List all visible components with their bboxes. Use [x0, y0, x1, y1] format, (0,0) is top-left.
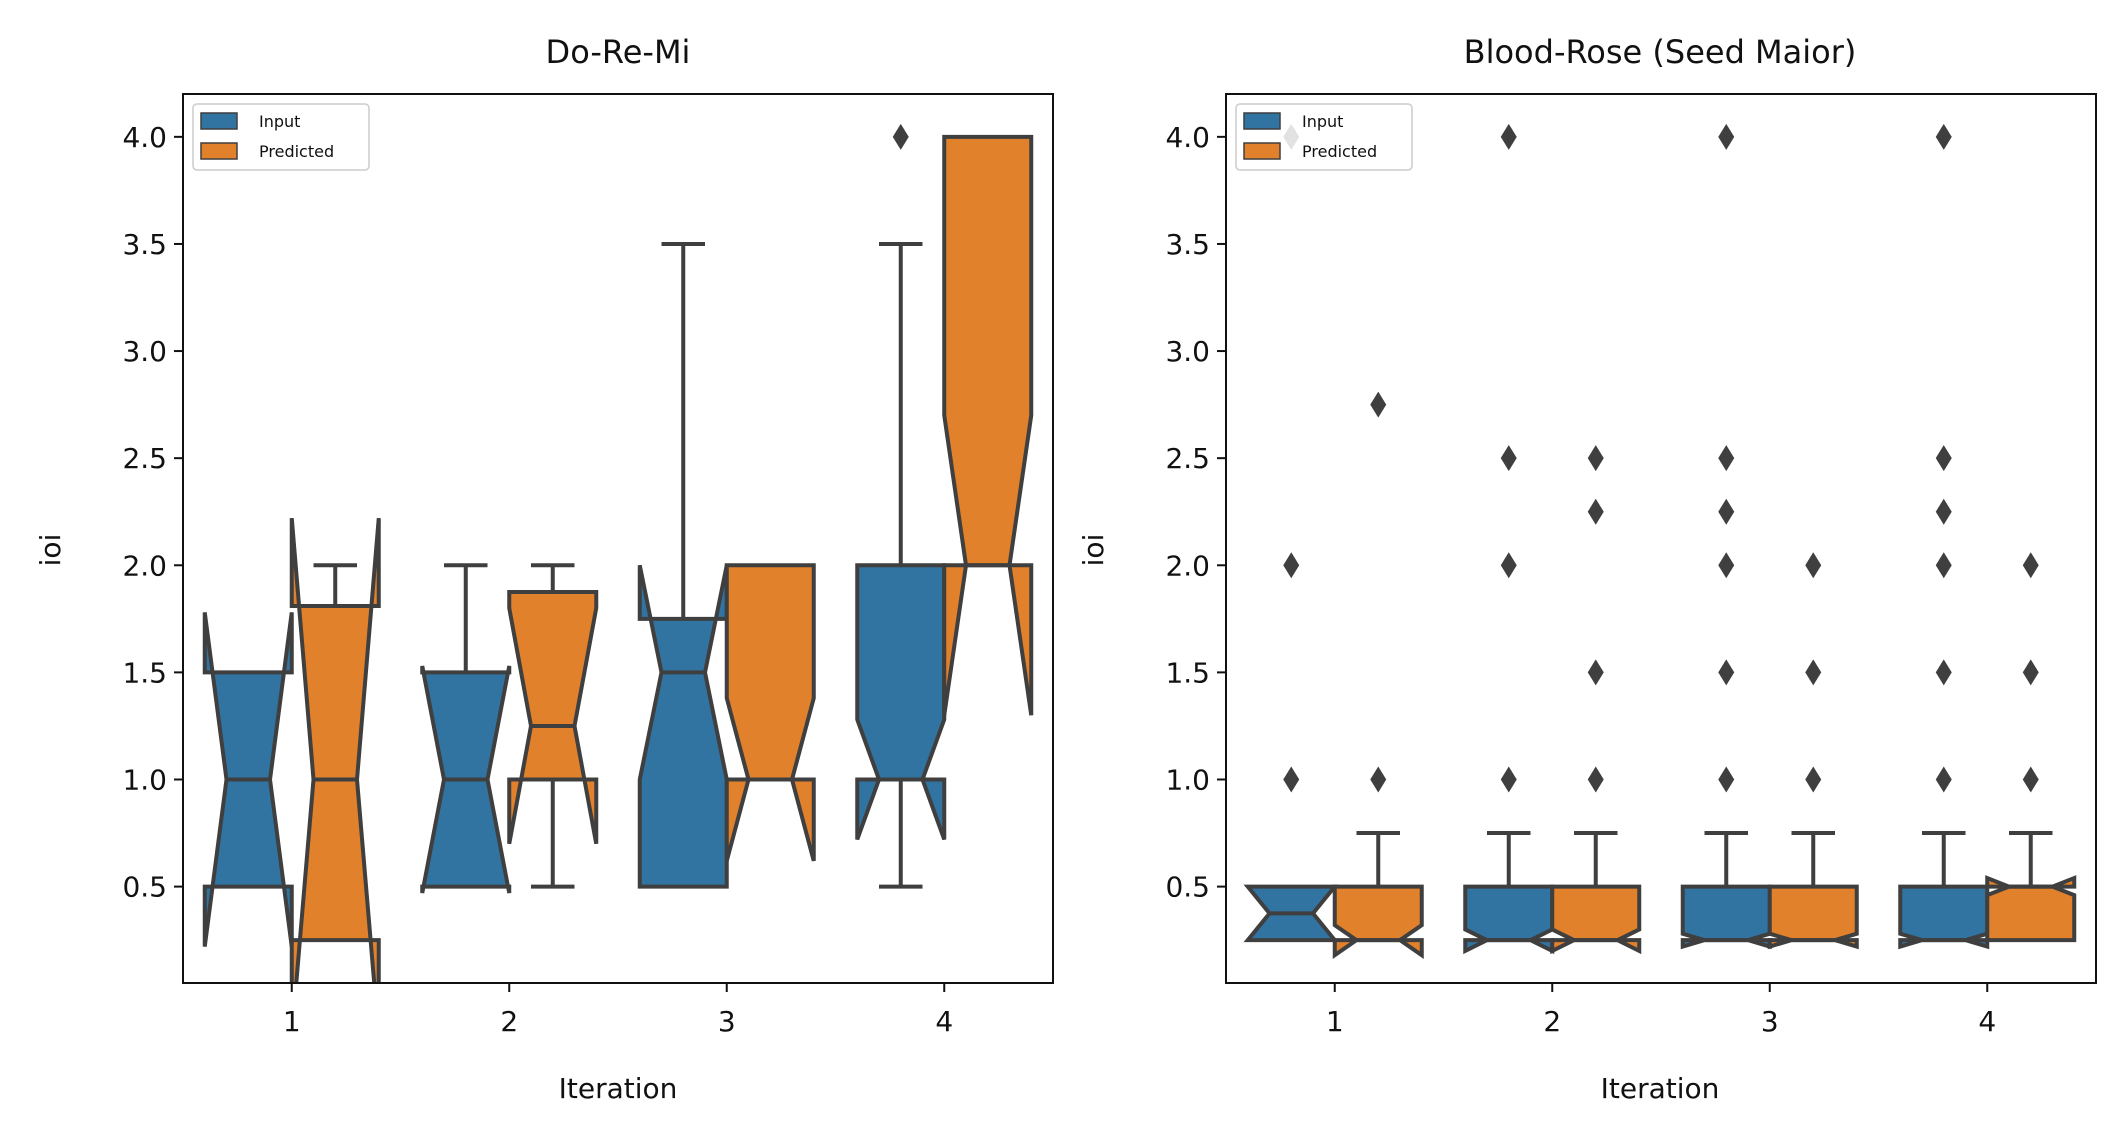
legend: Input Predicted: [192, 103, 370, 171]
y-tick-label: 3.0: [1165, 335, 1210, 368]
outlier-point: [1718, 659, 1735, 686]
tick-layer: 0.5 1.0 1.5 2.0 2.5 3.0 3.5 4.0 1 2 3 4: [1165, 121, 1996, 1038]
y-tick-label: 4.0: [1165, 121, 1210, 154]
outlier-point: [1500, 123, 1517, 150]
box-input: [1898, 884, 1990, 950]
legend-label-predicted: Predicted: [259, 142, 334, 161]
outlier-point: [1935, 659, 1952, 686]
box-layer: [202, 123, 1034, 983]
plot-area: [1243, 123, 2077, 959]
box-input: [1680, 884, 1772, 950]
outlier-point: [2022, 552, 2039, 579]
y-tick-label: 1.0: [122, 763, 167, 796]
outlier-point: [1500, 445, 1517, 472]
y-tick-label: 2.5: [122, 442, 167, 475]
y-tick-label: 3.0: [122, 335, 167, 368]
outlier-point: [1587, 766, 1604, 793]
y-tick-label: 4.0: [122, 121, 167, 154]
legend-swatch-input: [1243, 112, 1281, 130]
outlier-point: [1935, 498, 1952, 525]
x-tick-label: 2: [1543, 1005, 1561, 1038]
outlier-point: [1500, 766, 1517, 793]
outlier-point: [1283, 766, 1300, 793]
y-tick-label: 0.5: [1165, 871, 1210, 904]
plot-area: [202, 123, 1034, 983]
outlier-point: [1935, 766, 1952, 793]
x-tick-label: 1: [283, 1005, 301, 1038]
x-tick-label: 4: [935, 1005, 953, 1038]
x-tick-label: 3: [1761, 1005, 1779, 1038]
outlier-point: [1587, 445, 1604, 472]
box-predicted: [942, 134, 1034, 716]
x-tick-label: 4: [1978, 1005, 1996, 1038]
y-tick-label: 3.5: [122, 228, 167, 261]
y-tick-label: 1.5: [1165, 656, 1210, 689]
box-predicted: [1550, 884, 1642, 955]
y-tick-label: 2.0: [122, 549, 167, 582]
chart-title: Do-Re-Mi: [546, 33, 691, 71]
x-tick-label: 1: [1326, 1005, 1344, 1038]
x-tick-label: 2: [500, 1005, 518, 1038]
y-tick-label: 0.5: [122, 871, 167, 904]
outlier-point: [1718, 123, 1735, 150]
outlier-point: [1805, 552, 1822, 579]
legend: Input Predicted: [1235, 103, 1413, 171]
box-predicted: [507, 590, 599, 845]
box-predicted: [724, 563, 816, 862]
outlier-point: [2022, 659, 2039, 686]
y-tick-label: 1.0: [1165, 763, 1210, 796]
outlier-point: [1370, 766, 1387, 793]
box-predicted: [289, 517, 381, 983]
outlier-point: [1935, 445, 1952, 472]
outlier-point: [1283, 552, 1300, 579]
chart-panel-blood-rose: Blood-Rose (Seed Maior) Iteration ioi 0.…: [1077, 33, 2097, 1105]
outlier-point: [1587, 498, 1604, 525]
legend-label-input: Input: [259, 112, 300, 131]
y-tick-label: 3.5: [1165, 228, 1210, 261]
outlier-point: [1805, 766, 1822, 793]
axes-frame: [182, 93, 1054, 984]
legend-label-input: Input: [1302, 112, 1343, 131]
legend-swatch-input: [200, 112, 238, 130]
box-layer: [1243, 123, 2077, 959]
y-axis-label: ioi: [34, 534, 67, 567]
legend-swatch-predicted: [200, 142, 238, 160]
outlier-point: [1500, 552, 1517, 579]
outlier-point: [892, 123, 909, 150]
outlier-point: [1718, 766, 1735, 793]
outlier-point: [1587, 659, 1604, 686]
chart-title: Blood-Rose (Seed Maior): [1464, 33, 1857, 71]
x-axis-label: Iteration: [559, 1072, 678, 1105]
outlier-point: [1935, 123, 1952, 150]
legend-swatch-predicted: [1243, 142, 1281, 160]
tick-layer: 0.5 1.0 1.5 2.0 2.5 3.0 3.5 4.0 1 2 3 4: [122, 121, 953, 1038]
outlier-point: [1718, 445, 1735, 472]
box-predicted: [1985, 875, 2077, 943]
outlier-point: [1805, 659, 1822, 686]
outlier-point: [1370, 391, 1387, 418]
outlier-point: [1718, 552, 1735, 579]
y-tick-label: 2.0: [1165, 549, 1210, 582]
box-predicted: [1332, 884, 1424, 959]
outlier-point: [2022, 766, 2039, 793]
legend-label-predicted: Predicted: [1302, 142, 1377, 161]
box-predicted: [1767, 884, 1859, 950]
y-axis-label: ioi: [1077, 534, 1110, 567]
outlier-point: [1935, 552, 1952, 579]
chart-panel-do-re-mi: Do-Re-Mi Iteration ioi 0.5 1.0 1.5 2.0 2.5 3.…: [34, 33, 1054, 1105]
outlier-point: [1718, 498, 1735, 525]
x-axis-label: Iteration: [1601, 1072, 1720, 1105]
y-tick-label: 1.5: [122, 656, 167, 689]
x-tick-label: 3: [718, 1005, 736, 1038]
axes-frame: [1225, 93, 2097, 984]
y-tick-label: 2.5: [1165, 442, 1210, 475]
